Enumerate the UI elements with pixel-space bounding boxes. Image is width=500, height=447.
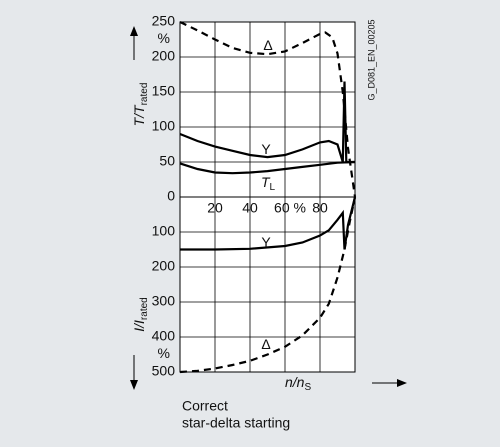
y-tick-label: 200: [152, 48, 176, 64]
y-tick-label: 500: [152, 363, 176, 379]
series-name: Y: [261, 141, 271, 157]
y-tick-label: 200: [152, 258, 176, 274]
label-main: T/T: [131, 104, 147, 126]
arrow-head: [397, 379, 407, 387]
arrow-head: [130, 380, 138, 390]
caption: Correct: [182, 398, 228, 414]
label-main: I/I: [131, 320, 147, 332]
series-label: Y: [261, 141, 271, 157]
y-tick-label: 100: [152, 118, 176, 134]
label-main: n/n: [285, 374, 305, 390]
series-line: [179, 81, 355, 164]
axis-label: T/Trated: [131, 83, 150, 127]
y-tick-label: 250: [152, 13, 176, 29]
arrow-head: [130, 26, 138, 36]
y-tick-label: 50: [159, 153, 175, 169]
label-sub: rated: [139, 297, 150, 320]
label-sub: S: [304, 382, 311, 393]
y-unit: %: [158, 345, 170, 361]
series-name: Δ: [263, 37, 272, 53]
series-line: [179, 196, 357, 374]
y-tick-label: 300: [152, 293, 176, 309]
series-label: Δ: [261, 336, 270, 352]
label-sub: rated: [139, 83, 150, 106]
y-unit: %: [158, 30, 170, 46]
y-tick-label: 100: [152, 223, 176, 239]
caption: star-delta starting: [182, 415, 290, 431]
series-name: Δ: [261, 336, 270, 352]
axis-label: I/Irated: [131, 297, 150, 331]
series-label: Δ: [263, 37, 272, 53]
y-tick-label: 0: [167, 188, 175, 204]
series-label: TL: [261, 174, 276, 193]
x-tick-label: 60 %: [274, 200, 306, 216]
y-tick-label: 400: [152, 328, 176, 344]
series-sub: L: [270, 182, 276, 193]
image-code: G_D081_EN_00205: [366, 19, 376, 100]
series-name: T: [261, 174, 271, 190]
axis-label: n/nS: [285, 374, 311, 393]
series-line: [179, 160, 356, 175]
y-tick-label: 150: [152, 83, 176, 99]
series-name: Y: [261, 234, 271, 250]
series-label: Y: [261, 234, 271, 250]
series-line: [179, 21, 357, 198]
